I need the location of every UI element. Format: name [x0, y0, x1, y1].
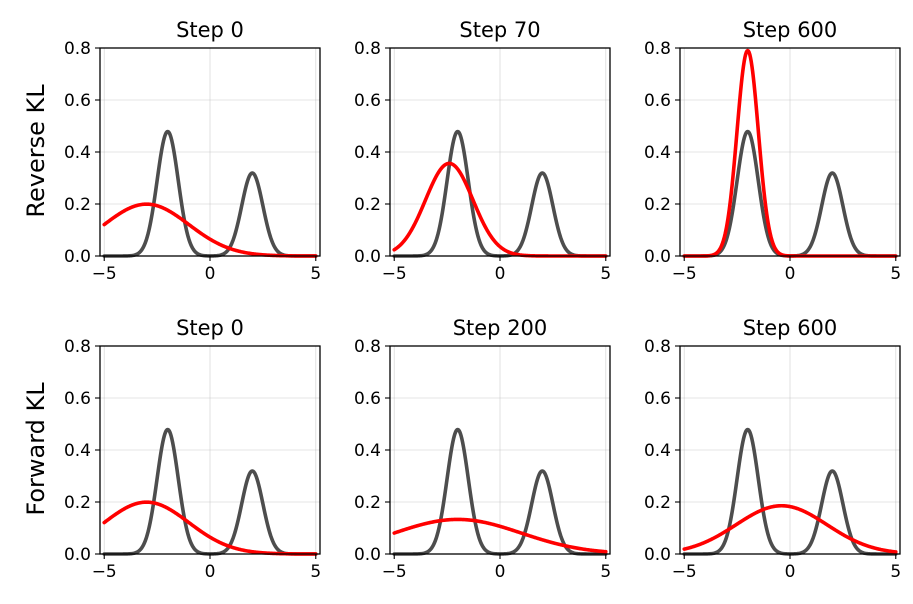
approx-curve: [392, 517, 608, 554]
x-tick-label: 5: [890, 264, 901, 284]
panel-title: Step 0: [176, 18, 244, 42]
x-tick-label: −5: [672, 562, 697, 582]
y-tick-label: 0.0: [64, 247, 91, 267]
y-tick-label: 0.2: [64, 195, 91, 215]
x-tick-label: 0: [205, 562, 216, 582]
x-tick-label: −5: [92, 562, 117, 582]
panel-0-1: −5 0 5 0.0 0.2 0.4 0.6 0.8 Step 70: [354, 18, 611, 284]
y-tick-label: 0.6: [354, 389, 381, 409]
x-tick-label: −5: [672, 264, 697, 284]
row-label-forward-kl: Forward KL: [22, 382, 50, 516]
x-tick-label: 5: [310, 264, 321, 284]
panel-1-2: −5 0 5 0.0 0.2 0.4 0.6 0.8 Step 600: [644, 316, 901, 582]
panel-title: Step 0: [176, 316, 244, 340]
panel-title: Step 600: [743, 18, 838, 42]
y-tick-label: 0.6: [64, 389, 91, 409]
x-tick-label: 0: [785, 562, 796, 582]
panel-0-0: −5 0 5 0.0 0.2 0.4 0.6 0.8 Step 0: [64, 18, 321, 284]
x-tick-label: 0: [495, 562, 506, 582]
y-tick-label: 0.6: [354, 91, 381, 111]
y-tick-label: 0.8: [354, 39, 381, 59]
y-tick-label: 0.0: [354, 545, 381, 565]
y-tick-label: 0.4: [354, 143, 381, 163]
panel-title: Step 600: [743, 316, 838, 340]
y-tick-label: 0.2: [64, 493, 91, 513]
y-tick-label: 0.4: [64, 441, 91, 461]
y-tick-label: 0.4: [64, 143, 91, 163]
x-tick-label: 0: [785, 264, 796, 284]
y-tick-label: 0.8: [644, 39, 671, 59]
y-tick-label: 0.6: [644, 389, 671, 409]
x-tick-label: 0: [495, 264, 506, 284]
y-tick-label: 0.2: [644, 195, 671, 215]
y-tick-label: 0.8: [354, 337, 381, 357]
y-tick-label: 0.6: [64, 91, 91, 111]
x-tick-label: −5: [382, 264, 407, 284]
y-tick-label: 0.0: [64, 545, 91, 565]
panels-group: −5 0 5 0.0 0.2 0.4 0.6 0.8 Step 0 −5 0 5 0.0 0.2 0.4 0.…: [64, 18, 901, 582]
row-label-reverse-kl: Reverse KL: [22, 84, 50, 218]
panel-1-0: −5 0 5 0.0 0.2 0.4 0.6 0.8 Step 0: [64, 316, 321, 582]
y-tick-label: 0.4: [354, 441, 381, 461]
panel-title: Step 70: [459, 18, 540, 42]
y-tick-label: 0.4: [644, 441, 671, 461]
x-tick-label: 5: [600, 264, 611, 284]
y-tick-label: 0.0: [644, 247, 671, 267]
y-tick-label: 0.8: [644, 337, 671, 357]
y-tick-label: 0.0: [644, 545, 671, 565]
y-tick-label: 0.8: [64, 337, 91, 357]
x-tick-label: −5: [92, 264, 117, 284]
x-tick-label: 0: [205, 264, 216, 284]
y-tick-label: 0.2: [354, 195, 381, 215]
y-tick-label: 0.6: [644, 91, 671, 111]
x-tick-label: 5: [310, 562, 321, 582]
panel-0-2: −5 0 5 0.0 0.2 0.4 0.6 0.8 Step 600: [644, 18, 901, 284]
panel-1-1: −5 0 5 0.0 0.2 0.4 0.6 0.8 Step 200: [354, 316, 611, 582]
approx-curve: [682, 503, 898, 554]
y-tick-label: 0.2: [354, 493, 381, 513]
y-tick-label: 0.2: [644, 493, 671, 513]
panel-title: Step 200: [453, 316, 548, 340]
y-tick-label: 0.8: [64, 39, 91, 59]
x-tick-label: 5: [890, 562, 901, 582]
x-tick-label: −5: [382, 562, 407, 582]
x-tick-label: 5: [600, 562, 611, 582]
y-tick-label: 0.4: [644, 143, 671, 163]
y-tick-label: 0.0: [354, 247, 381, 267]
